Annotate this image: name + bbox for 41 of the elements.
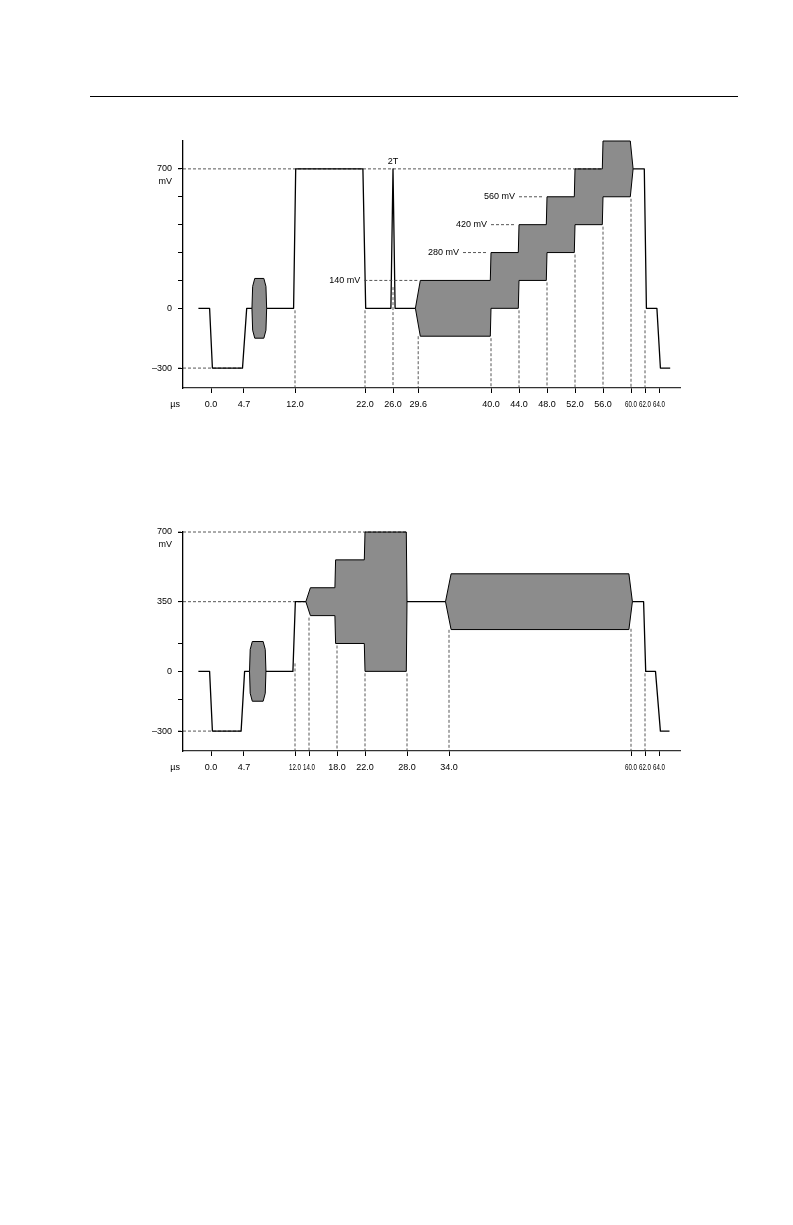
x-tick-label: 0.0 [204, 761, 218, 772]
x-tick-label: 64.0 [653, 398, 665, 410]
x-tick-label: 14.0 [303, 761, 315, 773]
x-tick-label: 60.0 [625, 761, 637, 773]
x-tick-label: 44.0 [510, 398, 528, 409]
x-tick-label: 12.0 [286, 398, 304, 409]
y-tick-label: –300 [151, 725, 172, 736]
annotation: 2T [387, 155, 399, 166]
y-tick-label: 350 [156, 596, 172, 607]
x-axis-title: µs [170, 398, 181, 409]
x-tick-label: 60.0 [625, 398, 637, 410]
x-tick-label: 0.0 [204, 398, 218, 409]
x-tick-label: 28.0 [398, 761, 416, 772]
x-tick-label: 56.0 [594, 398, 612, 409]
annotation: 560 mV [483, 191, 515, 202]
x-tick-label: 26.0 [384, 398, 402, 409]
y-tick-label: –300 [151, 362, 172, 373]
x-axis-title: µs [170, 761, 181, 772]
x-tick-label: 34.0 [440, 761, 458, 772]
x-tick-label: 52.0 [566, 398, 584, 409]
x-tick-label: 40.0 [482, 398, 500, 409]
x-tick-label: 4.7 [237, 761, 251, 772]
y-tick-label: 700 [156, 163, 172, 174]
annotation: 280 mV [427, 247, 459, 258]
x-tick-label: 64.0 [653, 761, 665, 773]
y-axis-title: mV [158, 539, 172, 550]
x-tick-label: 48.0 [538, 398, 556, 409]
x-tick-label: 29.6 [409, 398, 427, 409]
x-tick-label: 62.0 [639, 761, 651, 773]
x-tick-label: 12.0 [289, 761, 301, 773]
y-tick-label: 0 [166, 302, 172, 313]
x-tick-label: 4.7 [237, 398, 251, 409]
y-tick-label: 700 [156, 526, 172, 537]
y-tick-label: 0 [166, 665, 172, 676]
annotation: 420 mV [455, 219, 487, 230]
x-tick-label: 22.0 [356, 761, 374, 772]
y-axis-title: mV [158, 176, 172, 187]
x-tick-label: 18.0 [328, 761, 346, 772]
x-tick-label: 22.0 [356, 398, 374, 409]
x-tick-label: 62.0 [639, 398, 651, 410]
annotation: 140 mV [329, 274, 361, 285]
